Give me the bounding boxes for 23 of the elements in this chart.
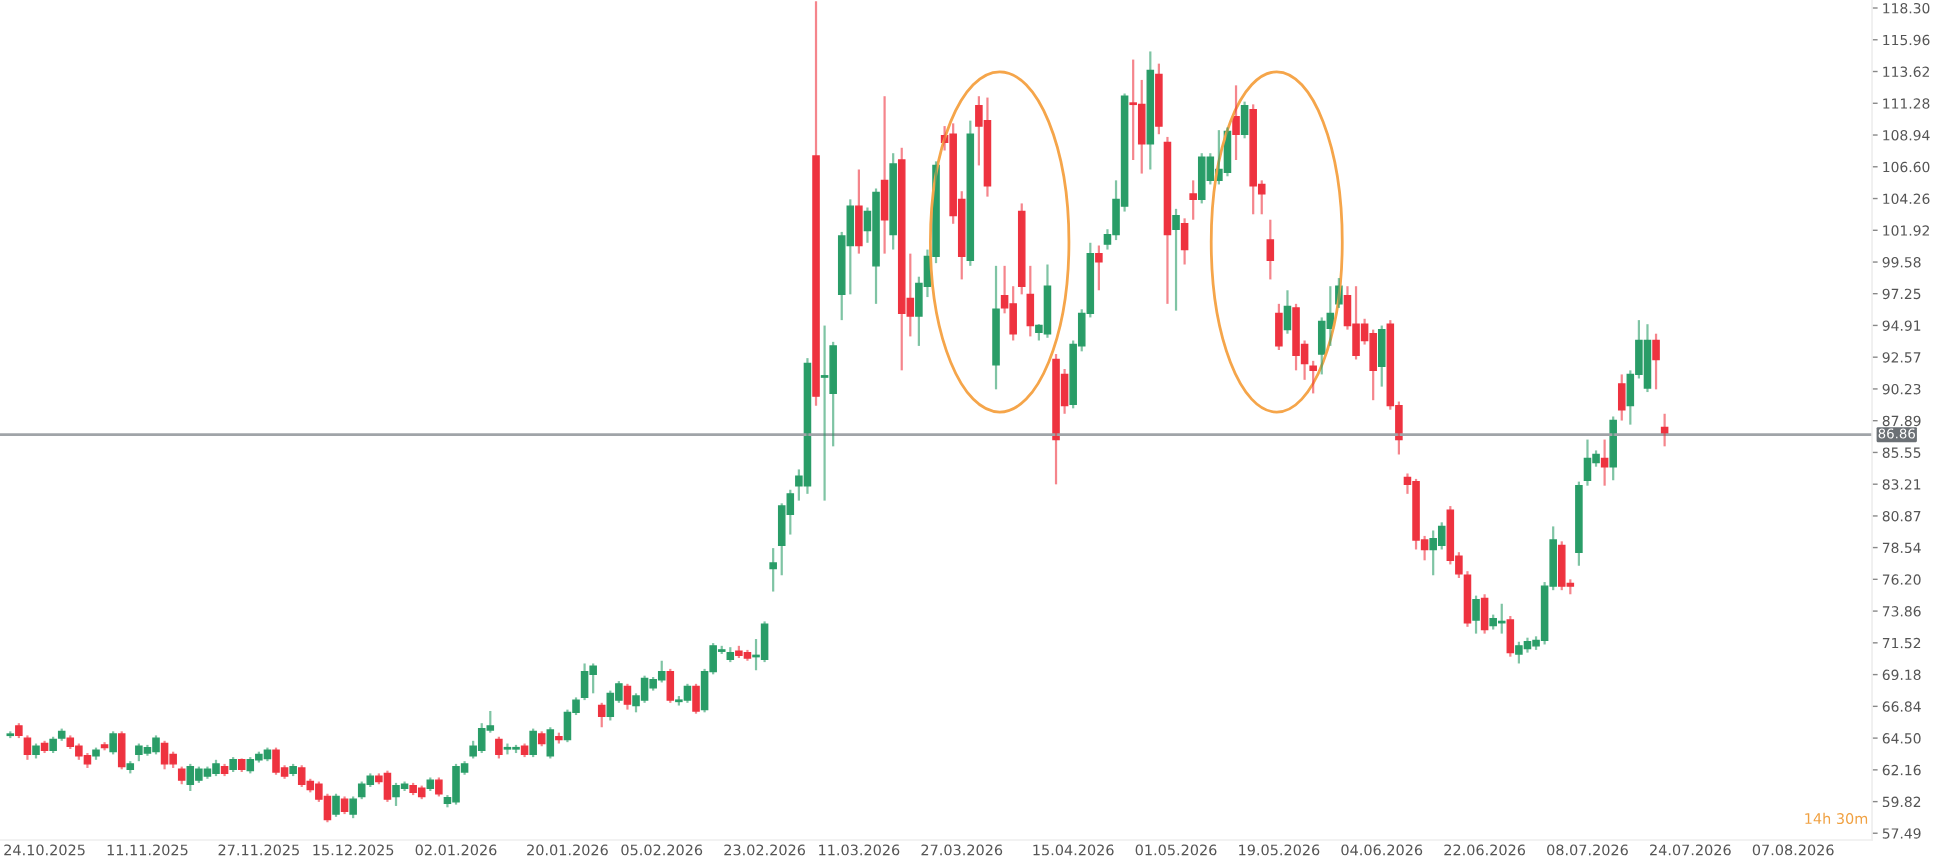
candlestick — [726, 646, 735, 664]
candlestick — [675, 694, 683, 707]
candlestick — [366, 772, 375, 789]
candlestick — [743, 648, 752, 662]
candlestick — [83, 751, 92, 770]
candlestick — [203, 765, 212, 780]
candlestick — [255, 750, 263, 764]
candlestick — [400, 780, 409, 793]
candlestick — [503, 742, 512, 756]
candlestick — [237, 757, 246, 774]
candlestick — [426, 776, 435, 793]
candlestick — [555, 731, 563, 745]
candlestick — [220, 762, 229, 778]
candlestick — [66, 734, 75, 751]
candlestick — [340, 795, 349, 816]
candlestick — [229, 755, 237, 774]
candlestick — [520, 742, 529, 759]
candlestick — [40, 739, 49, 755]
candlestick — [537, 730, 546, 748]
candlestick — [263, 746, 272, 763]
candlestick — [1523, 636, 1532, 654]
candlestick — [15, 722, 23, 740]
candlestick — [143, 743, 152, 757]
